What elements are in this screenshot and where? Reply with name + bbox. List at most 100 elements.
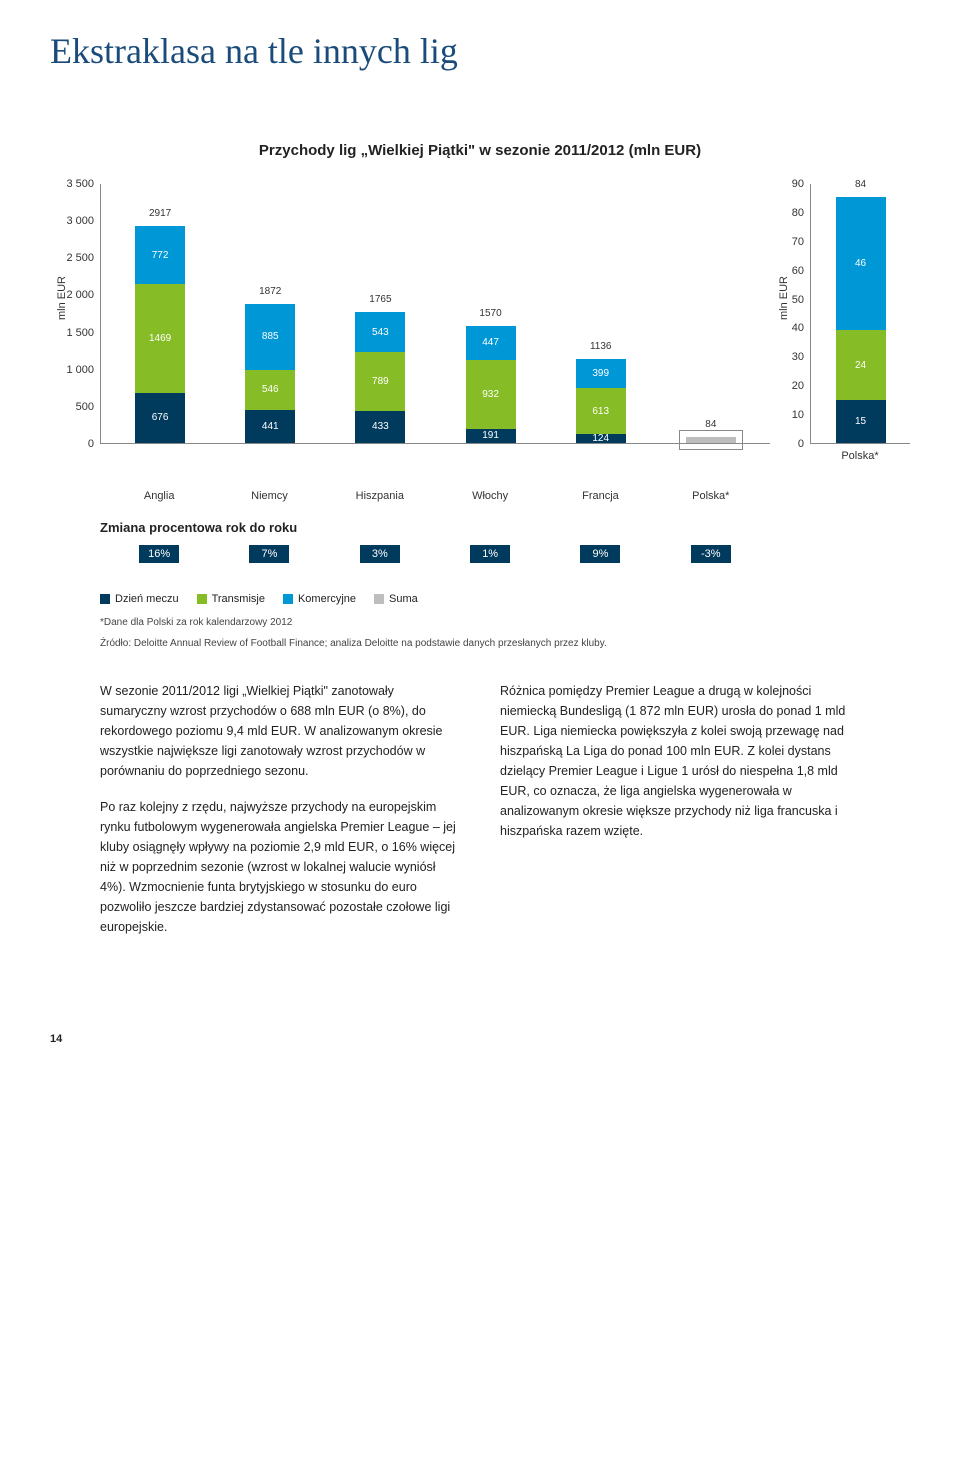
legend-swatch	[374, 594, 384, 604]
y-tick: 0	[798, 438, 804, 450]
y-axis-label-right: mln EUR	[778, 276, 790, 320]
bar-group: 67614697722917	[135, 226, 185, 443]
bar-segment: 546	[245, 370, 295, 411]
pct-box: -3%	[691, 545, 731, 563]
legend-label: Dzień meczu	[115, 593, 179, 605]
legend-swatch	[100, 594, 110, 604]
bar-segment: 676	[135, 393, 185, 443]
x-label-polska: Polska*	[814, 450, 906, 462]
pct-box: 1%	[470, 545, 510, 563]
legend-swatch	[197, 594, 207, 604]
chart-main: mln EUR 05001 0001 5002 0002 5003 0003 5…	[50, 184, 770, 563]
y-tick: 50	[792, 294, 804, 306]
body-para: W sezonie 2011/2012 ligi „Wielkiej Piątk…	[100, 681, 460, 781]
body-col-right: Różnica pomiędzy Premier League a drugą …	[500, 681, 860, 953]
bar-segment: 885	[245, 304, 295, 370]
bar-group: 1919324471570	[466, 326, 516, 443]
bar-segment: 789	[355, 352, 405, 411]
y-tick: 80	[792, 207, 804, 219]
bar-segment: 433	[355, 411, 405, 443]
bar-total-label: 84	[686, 419, 736, 430]
bar-total-label: 2917	[135, 208, 185, 219]
x-label-right: Polska*	[810, 444, 910, 462]
y-tick: 1 500	[66, 327, 94, 339]
bar-segment: 441	[245, 410, 295, 443]
bar-segment: 15	[836, 400, 886, 443]
bar-group: 84	[686, 437, 736, 443]
pct-box: 3%	[360, 545, 400, 563]
y-axis-left: mln EUR 05001 0001 5002 0002 5003 0003 5…	[50, 184, 100, 444]
body-para: Po raz kolejny z rzędu, najwyższe przych…	[100, 797, 460, 937]
bar-total-label: 1872	[245, 286, 295, 297]
x-label: Polska*	[686, 490, 736, 502]
bar-group-polska: 15244684	[836, 197, 886, 443]
bar-segment: 447	[466, 326, 516, 359]
plot-main: 6761469772291744154688518724337895431765…	[100, 184, 770, 444]
x-label: Hiszpania	[355, 490, 405, 502]
legend-label: Transmisje	[212, 593, 265, 605]
legend-item: Suma	[374, 593, 418, 605]
bar-group: 4415468851872	[245, 304, 295, 443]
bar-segment: 399	[576, 359, 626, 389]
y-tick: 20	[792, 380, 804, 392]
y-tick: 0	[88, 438, 94, 450]
bar-segment	[686, 437, 736, 443]
legend-label: Komercyjne	[298, 593, 356, 605]
legend-item: Komercyjne	[283, 593, 356, 605]
y-tick: 90	[792, 178, 804, 190]
x-label: Anglia	[134, 490, 184, 502]
legend-item: Transmisje	[197, 593, 265, 605]
x-labels: Anglia Niemcy Hiszpania Włochy Francja Polska…	[100, 484, 770, 502]
y-tick: 40	[792, 322, 804, 334]
chart-row: mln EUR 05001 0001 5002 0002 5003 0003 5…	[50, 184, 910, 563]
bar-group: 1246133991136	[576, 359, 626, 443]
bar-segment: 191	[466, 429, 516, 443]
bar-group: 4337895431765	[355, 312, 405, 443]
pct-box: 7%	[249, 545, 289, 563]
bar-total-label: 1765	[355, 294, 405, 305]
pct-row: 16% 7% 3% 1% 9% -3%	[100, 545, 770, 563]
x-label: Niemcy	[244, 490, 294, 502]
bar-segment: 46	[836, 197, 886, 330]
x-label: Francja	[575, 490, 625, 502]
body-col-left: W sezonie 2011/2012 ligi „Wielkiej Piątk…	[100, 681, 460, 953]
footnote-1: *Dane dla Polski za rok kalendarzowy 201…	[100, 615, 910, 630]
bar-segment: 124	[576, 434, 626, 443]
plot-polska: 15244684	[810, 184, 910, 444]
y-tick: 2 000	[66, 289, 94, 301]
y-tick: 1 000	[66, 364, 94, 376]
chart-title: Przychody lig „Wielkiej Piątki" w sezoni…	[50, 142, 910, 159]
x-label: Włochy	[465, 490, 515, 502]
y-tick: 3 000	[66, 215, 94, 227]
page-title: Ekstraklasa na tle innych lig	[50, 30, 910, 72]
pct-box: 16%	[139, 545, 179, 563]
footnote-2: Źródło: Deloitte Annual Review of Footba…	[100, 636, 910, 651]
bar-segment: 613	[576, 388, 626, 434]
y-tick: 2 500	[66, 252, 94, 264]
legend-item: Dzień meczu	[100, 593, 179, 605]
bar-segment: 24	[836, 330, 886, 399]
legend: Dzień meczu Transmisje Komercyjne Suma	[100, 593, 910, 605]
y-tick: 10	[792, 409, 804, 421]
legend-swatch	[283, 594, 293, 604]
pct-box: 9%	[580, 545, 620, 563]
y-tick: 70	[792, 236, 804, 248]
y-axis-right: mln EUR 0102030405060708090	[780, 184, 810, 444]
bar-segment: 772	[135, 226, 185, 283]
y-tick: 500	[76, 401, 94, 413]
y-tick: 30	[792, 351, 804, 363]
bar-total-label: 1570	[466, 308, 516, 319]
bar-segment: 543	[355, 312, 405, 352]
bar-total-label: 1136	[576, 341, 626, 352]
legend-label: Suma	[389, 593, 418, 605]
bar-total-label: 84	[836, 179, 886, 190]
chart-polska: mln EUR 0102030405060708090 15244684 Pol…	[780, 184, 910, 462]
bar-segment: 932	[466, 360, 516, 429]
body-text: W sezonie 2011/2012 ligi „Wielkiej Piątk…	[50, 681, 910, 953]
y-tick: 60	[792, 265, 804, 277]
y-tick: 3 500	[66, 178, 94, 190]
bar-segment: 1469	[135, 284, 185, 393]
chart-subtitle: Zmiana procentowa rok do roku	[100, 520, 770, 535]
body-para: Różnica pomiędzy Premier League a drugą …	[500, 681, 860, 841]
page-number: 14	[50, 1033, 910, 1045]
